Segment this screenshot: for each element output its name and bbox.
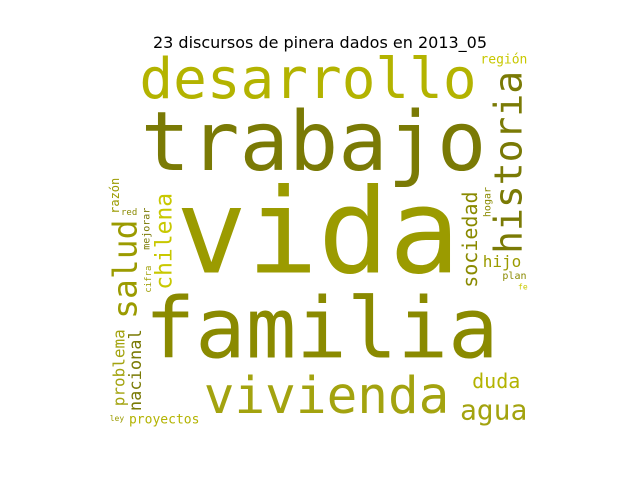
cloud-word: desarrollo [139,47,476,112]
chart-title: 23 discursos de pinera dados en 2013_05 [152,33,488,52]
cloud-word: proyectos [129,412,199,427]
cloud-word: región [480,53,527,68]
cloud-word: duda [472,369,520,393]
cloud-word: salud [105,220,144,319]
cloud-word: problema [110,329,129,406]
cloud-word: sociedad [458,191,482,287]
cloud-word: ley [110,414,125,423]
cloud-word: historia [486,71,530,254]
cloud-word: plan [502,271,526,282]
cloud-word: vivienda [204,367,450,426]
cloud-word: agua [460,393,527,426]
cloud-word: fe [518,282,528,291]
cloud-word: cifra [144,266,154,293]
cloud-word: nacional [126,329,146,411]
cloud-word: hogar [483,187,494,217]
cloud-word: trabajo [141,95,487,190]
cloud-word: vida [176,163,460,301]
cloud-word: mejorar [142,208,153,250]
cloud-word: razón [108,178,122,214]
cloud-word: familia [145,280,499,378]
cloud-word: hijo [483,252,522,271]
cloud-word: chilena [152,193,178,290]
cloud-word: red [121,208,137,218]
